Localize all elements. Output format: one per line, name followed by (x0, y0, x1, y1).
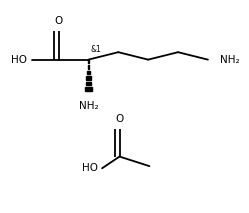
Polygon shape (87, 71, 90, 74)
Text: HO: HO (11, 55, 27, 65)
Text: HO: HO (82, 163, 98, 173)
Polygon shape (85, 82, 91, 85)
Text: NH₂: NH₂ (79, 101, 98, 111)
Polygon shape (88, 60, 89, 63)
Text: O: O (115, 114, 124, 124)
Polygon shape (86, 76, 91, 80)
Text: &1: &1 (90, 45, 101, 54)
Text: NH₂: NH₂ (220, 55, 240, 65)
Polygon shape (87, 65, 89, 69)
Polygon shape (85, 87, 92, 91)
Text: O: O (54, 16, 63, 26)
